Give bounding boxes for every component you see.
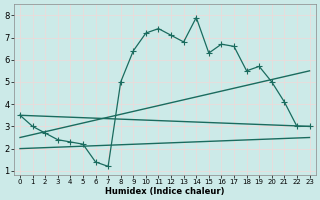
X-axis label: Humidex (Indice chaleur): Humidex (Indice chaleur) [105, 187, 225, 196]
